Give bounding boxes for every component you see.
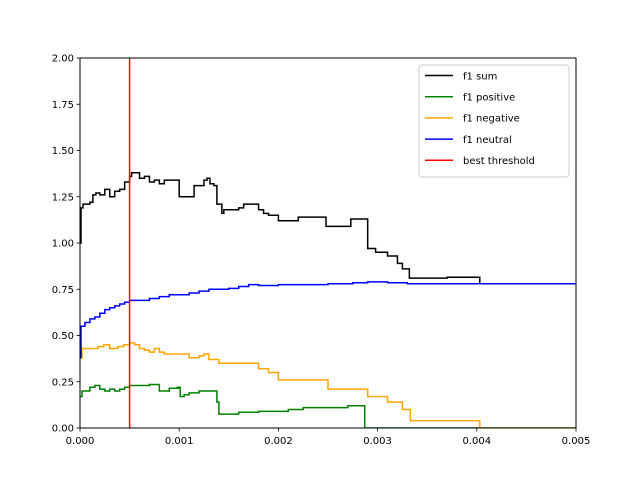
x-axis: 0.000 0.001 0.002 0.003 0.004 0.005 (66, 428, 591, 447)
legend-label: f1 sum (463, 71, 497, 82)
legend-label: best threshold (463, 156, 535, 167)
y-tick-label: 1.75 (52, 100, 74, 111)
series-line-f1-positive (80, 383, 576, 428)
y-tick-label: 0.50 (52, 331, 74, 342)
legend-label: f1 negative (463, 114, 520, 125)
series-line-f1-negative (80, 342, 576, 428)
y-tick-label: 1.00 (52, 239, 74, 250)
y-tick-label: 0.75 (52, 285, 74, 296)
y-axis: 0.00 0.25 0.50 0.75 1.00 1.25 1.50 1.75 2.00 (52, 54, 80, 435)
x-tick-label: 0.005 (562, 436, 591, 447)
x-tick-label: 0.003 (363, 436, 392, 447)
legend: f1 sum f1 positive f1 negative f1 neutral be… (418, 64, 570, 178)
legend-label: f1 neutral (463, 135, 512, 146)
x-tick-label: 0.001 (165, 436, 194, 447)
y-tick-label: 2.00 (52, 54, 74, 65)
x-tick-label: 0.004 (462, 436, 491, 447)
x-tick-label: 0.002 (264, 436, 293, 447)
y-tick-label: 1.50 (52, 146, 74, 157)
y-tick-label: 0.25 (52, 377, 74, 388)
series-line-f1-sum (80, 171, 576, 285)
x-tick-label: 0.000 (66, 436, 95, 447)
y-tick-label: 0.00 (52, 424, 74, 435)
legend-label: f1 positive (463, 93, 515, 104)
y-tick-label: 1.25 (52, 192, 74, 203)
legend-box (418, 64, 570, 178)
series-line-f1-neutral (80, 281, 576, 359)
